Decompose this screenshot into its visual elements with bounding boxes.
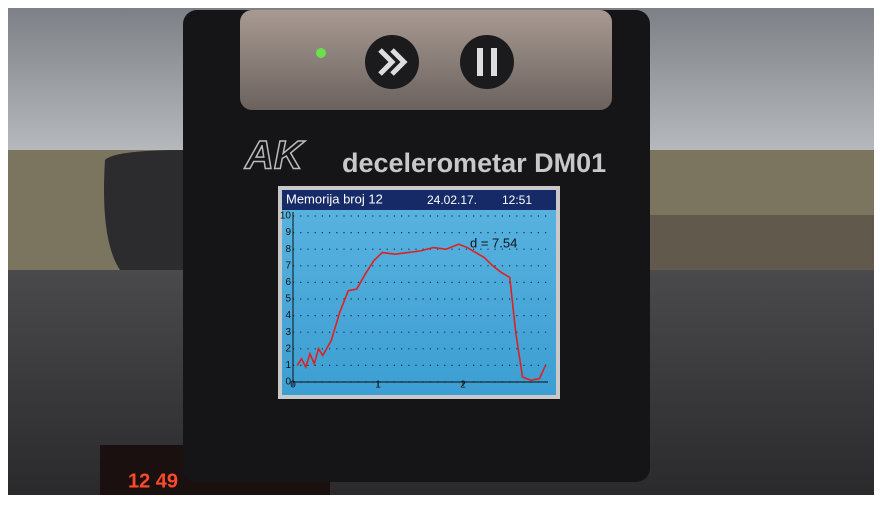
data-line (296, 243, 547, 382)
y-tick-label: 4 (285, 310, 291, 321)
mirror (104, 150, 185, 270)
y-tick-label: 3 (285, 327, 291, 338)
forward-icon (378, 48, 408, 76)
road (640, 215, 874, 275)
y-tick-label: 2 (285, 343, 291, 354)
y-tick-label: 9 (285, 227, 291, 238)
x-tick-label: 1 (375, 380, 381, 391)
model-name: decelerometar DM01 (342, 148, 606, 178)
y-tick-label: 1 (285, 360, 291, 371)
date: 24.02.17. (427, 193, 477, 207)
annotation: d = 7.54 (470, 235, 517, 250)
button-panel (240, 10, 612, 110)
screen-header (282, 190, 556, 210)
y-tick-label: 5 (285, 294, 291, 305)
x-tick-label: 0 (290, 380, 296, 391)
pause-icon (477, 48, 497, 76)
x-tick-label: 2 (460, 380, 466, 391)
pause-button[interactable] (460, 35, 514, 89)
y-tick-label: 8 (285, 244, 291, 255)
led (316, 48, 326, 58)
time: 12:51 (502, 193, 532, 207)
y-tick-label: 0 (285, 377, 291, 388)
y-tick-label: 10 (280, 211, 292, 222)
screen (282, 190, 556, 395)
y-tick-label: 6 (285, 277, 291, 288)
memory-title: Memorija broj 12 (286, 191, 383, 206)
logo: AK (244, 134, 306, 178)
y-tick-label: 7 (285, 260, 291, 271)
dash-clock: 12 49 (128, 470, 178, 492)
